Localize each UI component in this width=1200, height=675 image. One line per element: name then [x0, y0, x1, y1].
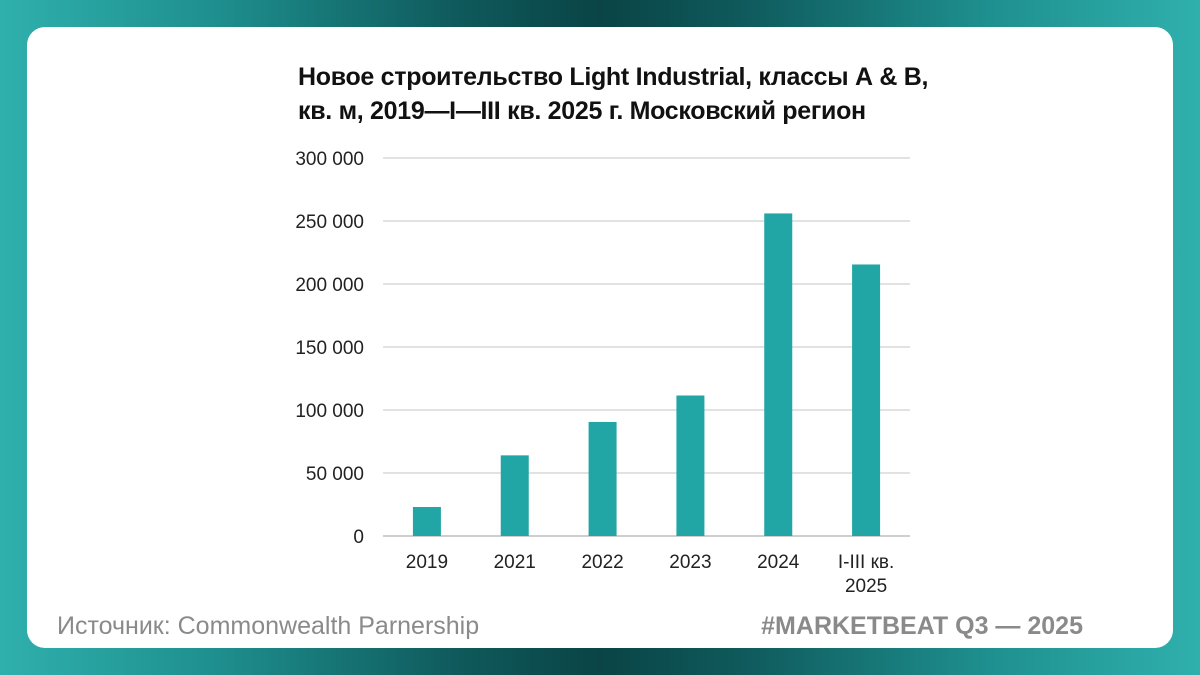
chart-title: Новое строительство Light Industrial, кл…: [298, 60, 938, 128]
x-tick-label: I-III кв.: [838, 552, 894, 573]
chart-title-line-1: Новое строительство Light Industrial, кл…: [298, 63, 929, 91]
source-note: Источник: Commonwealth Parnership: [57, 612, 480, 640]
x-tick-label: 2022: [581, 552, 623, 573]
y-tick-label: 200 000: [295, 275, 364, 296]
y-tick-label: 150 000: [295, 338, 364, 359]
x-tick-label: 2024: [757, 552, 800, 573]
bar: [764, 213, 793, 536]
y-tick-label: 0: [353, 527, 364, 548]
y-tick-label: 250 000: [295, 212, 364, 233]
bar: [676, 395, 705, 536]
x-tick-label: 2019: [406, 552, 448, 573]
x-tick-label: 2023: [669, 552, 711, 573]
bar: [852, 264, 881, 536]
chart-card: [27, 27, 1173, 648]
y-tick-label: 100 000: [295, 401, 364, 422]
marketbeat-tag: #MARKETBEAT Q3 — 2025: [761, 612, 1083, 640]
chart-title-line-2: кв. м, 2019—I—III кв. 2025 г. Московский…: [298, 97, 866, 125]
y-tick-label: 50 000: [306, 464, 364, 485]
y-tick-label: 300 000: [295, 149, 364, 170]
x-tick-label: 2025: [845, 576, 887, 597]
bar: [588, 421, 617, 536]
x-tick-label: 2021: [494, 552, 536, 573]
bar: [500, 455, 529, 536]
bar: [412, 507, 441, 536]
